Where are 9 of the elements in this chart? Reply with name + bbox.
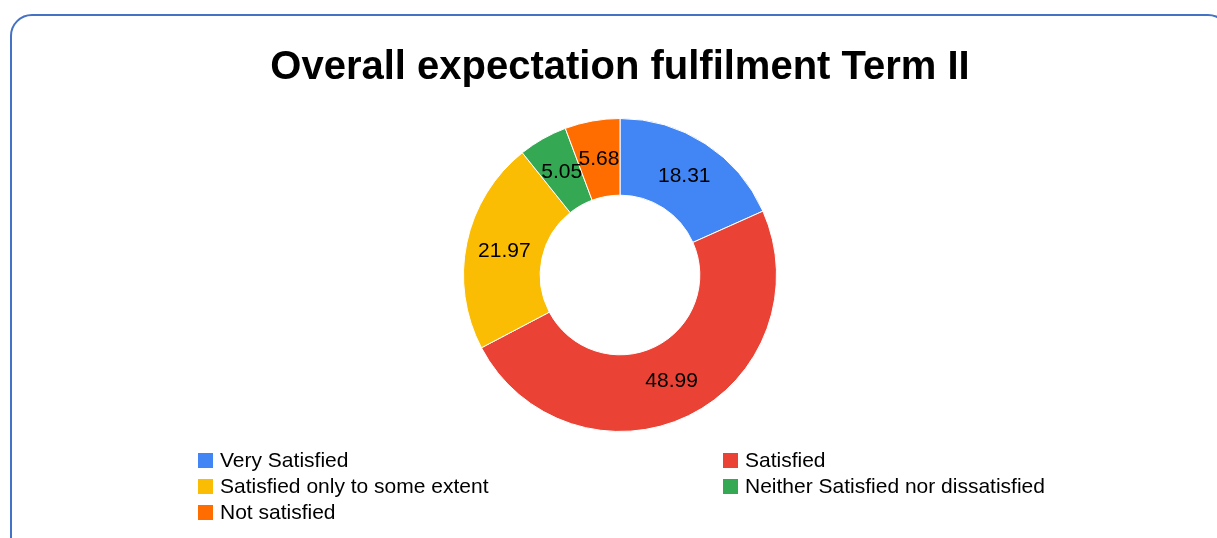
data-label: 21.97 bbox=[478, 237, 531, 261]
legend-label: Satisfied bbox=[745, 448, 826, 472]
legend-label: Satisfied only to some extent bbox=[220, 474, 489, 498]
chart-title: Overall expectation fulfilment Term II bbox=[270, 43, 970, 88]
data-label: 48.99 bbox=[645, 368, 698, 392]
legend-label: Not satisfied bbox=[220, 500, 336, 524]
legend-label: Neither Satisfied nor dissatisfied bbox=[745, 474, 1045, 498]
legend-label: Very Satisfied bbox=[220, 448, 349, 472]
data-label: 18.31 bbox=[658, 162, 711, 186]
